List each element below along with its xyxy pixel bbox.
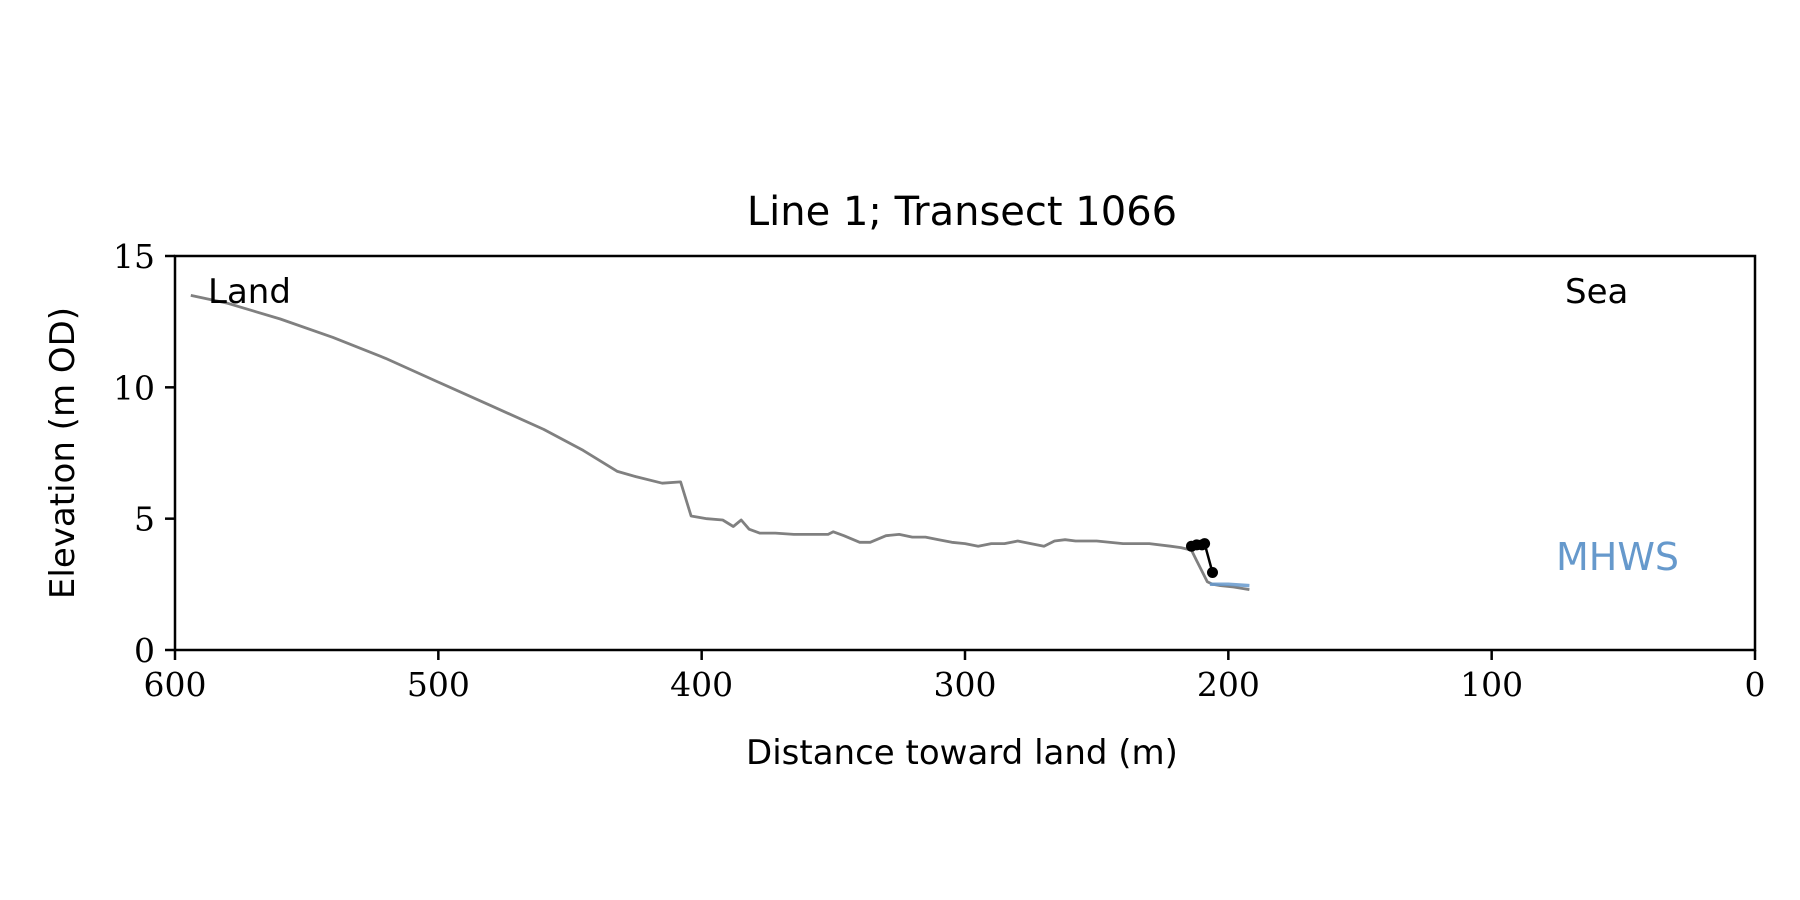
x-tick-label: 600 (144, 665, 207, 704)
plot-frame (173, 254, 1757, 652)
profile-series-line (190, 294, 1250, 591)
y-tick-label: 15 (113, 237, 155, 276)
y-tick-label: 10 (113, 368, 155, 407)
x-tick-label: 200 (1197, 665, 1260, 704)
profile-line (190, 294, 1250, 591)
sea-annotation: Sea (1565, 272, 1628, 312)
y-tick-label: 0 (134, 631, 155, 670)
mhws-series-line (1209, 582, 1250, 588)
x-axis: 600 500 400 300 200 100 0 (144, 650, 1766, 704)
mhws-annotation: MHWS (1556, 535, 1679, 579)
x-tick-label: 500 (407, 665, 470, 704)
mhws-line (1209, 582, 1250, 588)
x-tick-label: 0 (1745, 665, 1766, 704)
data-point (1199, 538, 1211, 550)
marker-series (1186, 538, 1218, 578)
x-tick-label: 300 (934, 665, 997, 704)
y-axis: 0 5 10 15 (113, 237, 175, 670)
chart-title: Line 1; Transect 1066 (747, 189, 1177, 235)
x-tick-label: 400 (670, 665, 733, 704)
land-annotation: Land (208, 272, 291, 312)
data-point (1207, 567, 1218, 578)
x-axis-label: Distance toward land (m) (746, 733, 1178, 773)
y-tick-label: 5 (134, 500, 155, 539)
plot-area (190, 294, 1250, 591)
x-tick-label: 100 (1460, 665, 1523, 704)
y-axis-label: Elevation (m OD) (43, 307, 83, 599)
